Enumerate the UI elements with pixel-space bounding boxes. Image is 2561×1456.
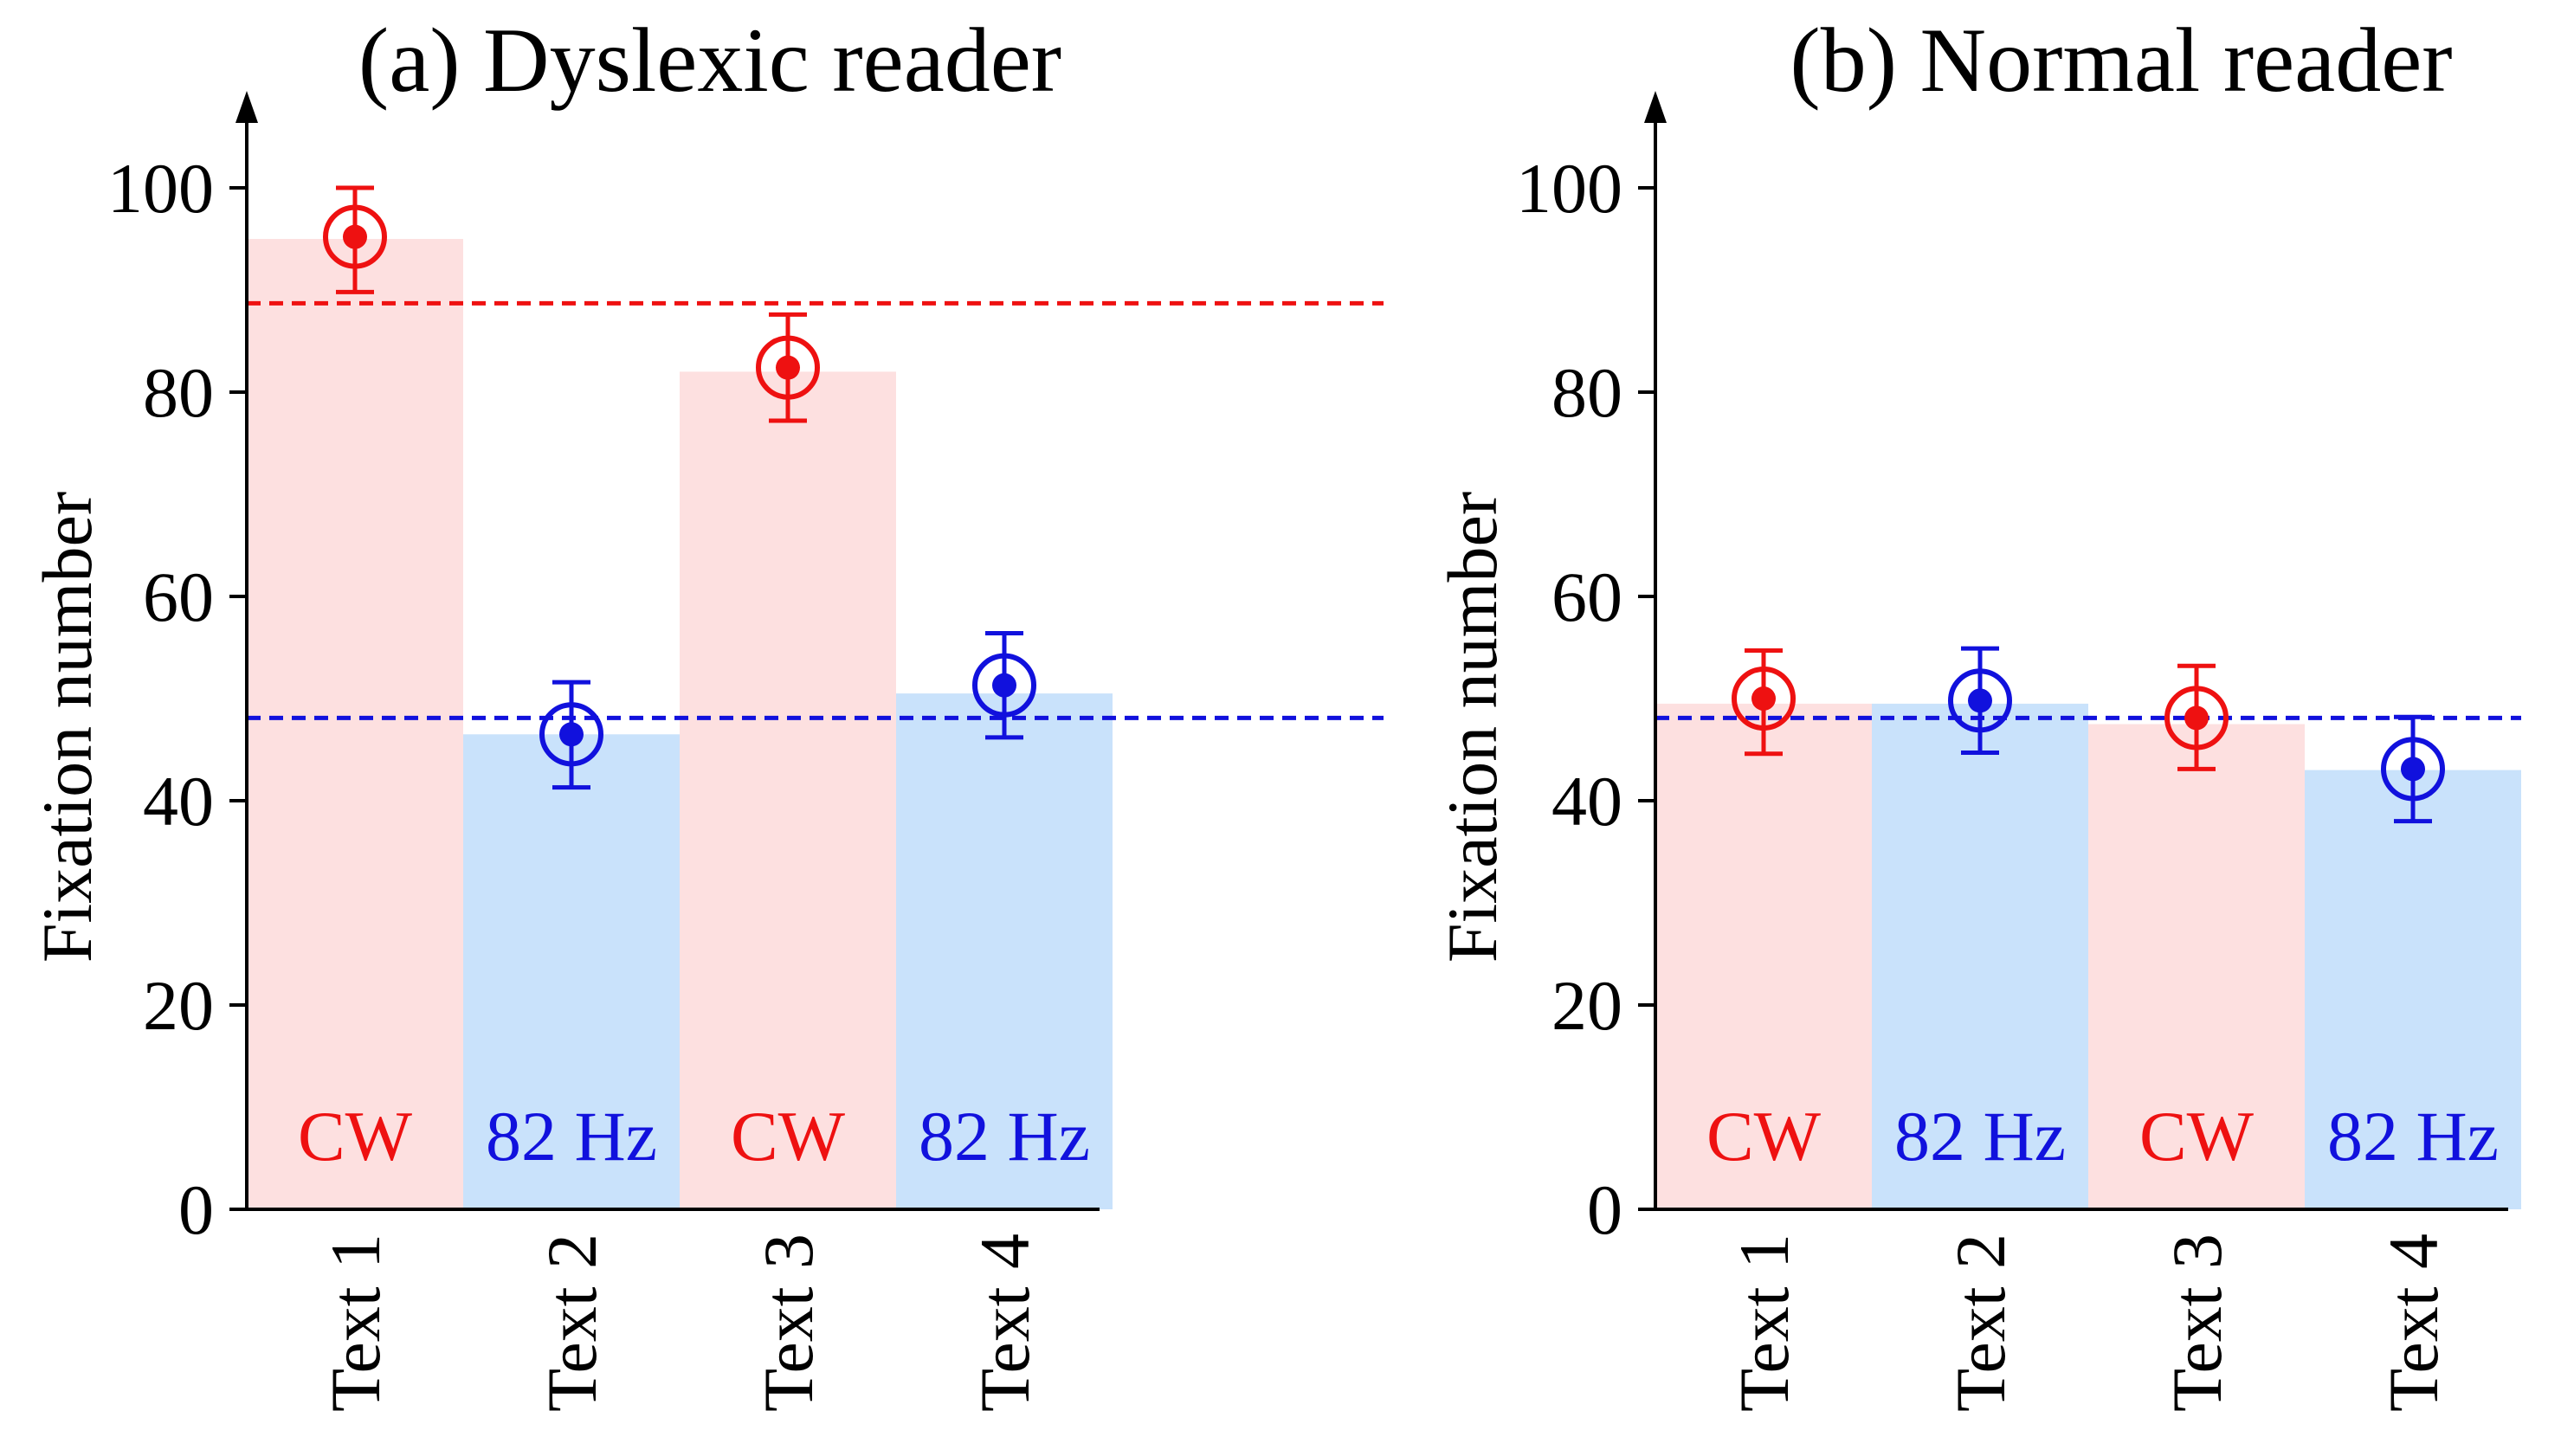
condition-label: 82 Hz [2327, 1097, 2499, 1176]
data-point [2184, 705, 2209, 731]
condition-label: 82 Hz [1894, 1097, 2066, 1176]
y-tick-label: 80 [1551, 353, 1622, 432]
bar-4 [2305, 770, 2521, 1209]
y-tick-label: 0 [178, 1170, 214, 1249]
x-tick-label: Text 1 [316, 1234, 395, 1412]
data-point-ring [2164, 686, 2229, 751]
x-tick-label: Text 2 [532, 1234, 611, 1412]
y-tick-label: 80 [143, 353, 214, 432]
bar-3 [680, 371, 896, 1209]
data-point-ring [1948, 668, 2012, 733]
y-tick-label: 60 [143, 557, 214, 636]
data-point-ring [1732, 667, 1796, 731]
y-tick-label: 100 [1516, 149, 1622, 228]
data-point-ring [2381, 737, 2445, 802]
y-axis-arrow [235, 91, 258, 123]
chart-dyslexic-reader: (a) Dyslexic reader Fixation number CW 82… [28, 10, 1384, 1412]
data-point [343, 224, 367, 249]
condition-label: CW [2139, 1097, 2255, 1176]
data-point [1751, 686, 1776, 711]
condition-label: CW [731, 1097, 846, 1176]
y-tick-label: 40 [143, 762, 214, 841]
y-axis-label: Fixation number [1433, 492, 1512, 963]
y-axis-arrow [1644, 91, 1667, 123]
bar-1 [247, 239, 463, 1209]
y-tick-label: 20 [143, 966, 214, 1045]
bar-2 [1872, 703, 2088, 1209]
y-tick-label: 40 [1551, 762, 1622, 841]
chart-normal-reader: (b) Normal reader Fixation number CW 82 H… [1433, 10, 2521, 1412]
bar-1 [1655, 703, 1872, 1209]
bar-4 [896, 693, 1113, 1209]
data-point-ring [756, 335, 820, 400]
x-tick-label: Text 4 [965, 1234, 1044, 1412]
x-tick-label: Text 3 [749, 1234, 828, 1412]
bar-3 [2088, 724, 2305, 1209]
condition-label: 82 Hz [486, 1097, 657, 1176]
data-point-ring [972, 653, 1036, 718]
y-tick-label: 20 [1551, 966, 1622, 1045]
chart-title: (a) Dyslexic reader [358, 10, 1061, 111]
y-tick-label: 0 [1587, 1170, 1622, 1249]
y-tick-label: 60 [1551, 557, 1622, 636]
y-axis-label: Fixation number [28, 492, 106, 963]
data-point [1968, 688, 1992, 713]
condition-label: 82 Hz [919, 1097, 1090, 1176]
data-point [2401, 757, 2425, 782]
x-tick-label: Text 2 [1941, 1234, 2020, 1412]
data-point [992, 673, 1016, 698]
data-point [776, 355, 800, 380]
data-point-ring [323, 204, 387, 269]
data-point [559, 722, 584, 747]
condition-label: CW [1706, 1097, 1822, 1176]
x-tick-label: Text 1 [1725, 1234, 1803, 1412]
y-tick-label: 100 [107, 149, 214, 228]
x-tick-label: Text 4 [2374, 1234, 2453, 1412]
condition-label: CW [298, 1097, 413, 1176]
data-point-ring [539, 702, 603, 767]
chart-title: (b) Normal reader [1790, 10, 2452, 111]
x-tick-label: Text 3 [2158, 1234, 2236, 1412]
bar-2 [463, 734, 680, 1209]
